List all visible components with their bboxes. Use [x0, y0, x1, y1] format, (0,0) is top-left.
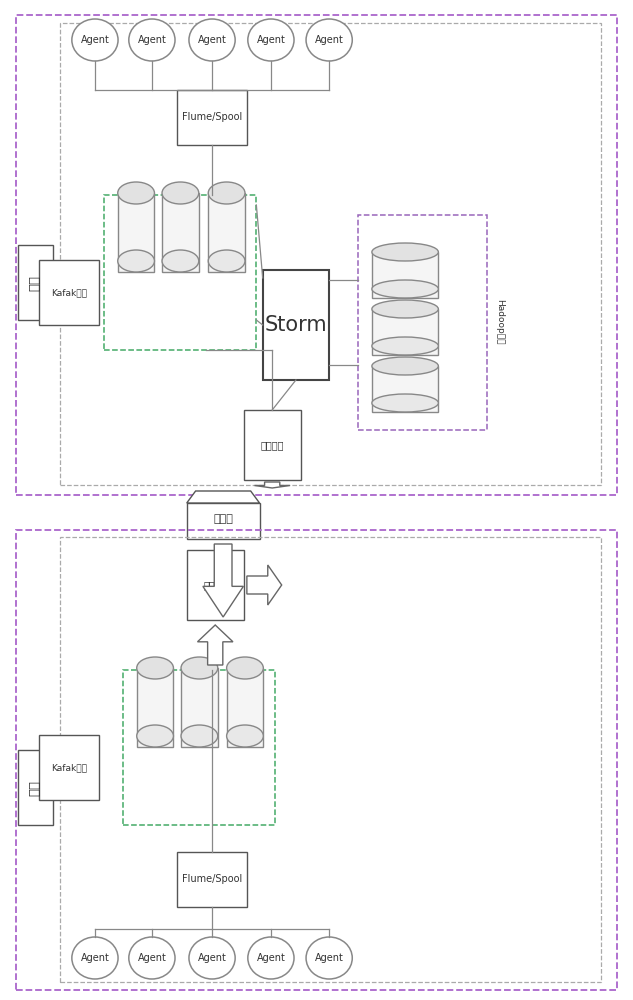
- Ellipse shape: [129, 19, 175, 61]
- Ellipse shape: [306, 19, 352, 61]
- Ellipse shape: [372, 337, 438, 355]
- Bar: [263, 270, 329, 380]
- Bar: [181, 668, 218, 747]
- Text: Agent: Agent: [197, 953, 227, 963]
- Ellipse shape: [248, 19, 294, 61]
- Polygon shape: [203, 544, 243, 617]
- Ellipse shape: [372, 243, 438, 261]
- Text: Flume/Spool: Flume/Spool: [182, 874, 242, 884]
- Ellipse shape: [137, 725, 173, 747]
- Bar: [162, 193, 199, 272]
- Text: 磁盘系统: 磁盘系统: [203, 580, 227, 590]
- Polygon shape: [254, 482, 290, 488]
- Ellipse shape: [227, 657, 263, 679]
- Polygon shape: [187, 491, 260, 503]
- Bar: [123, 670, 275, 825]
- Text: Storm: Storm: [265, 315, 327, 335]
- Bar: [177, 852, 247, 907]
- Ellipse shape: [189, 937, 235, 979]
- Ellipse shape: [306, 937, 352, 979]
- Bar: [358, 215, 487, 430]
- Bar: [60, 537, 601, 982]
- Text: Agent: Agent: [315, 35, 344, 45]
- Bar: [372, 309, 438, 355]
- Text: 内网: 内网: [28, 275, 41, 291]
- Ellipse shape: [372, 280, 438, 298]
- Ellipse shape: [118, 182, 154, 204]
- Bar: [16, 530, 617, 990]
- Bar: [18, 245, 53, 320]
- Text: Flume/Spool: Flume/Spool: [182, 112, 242, 122]
- Text: Kafak集群: Kafak集群: [51, 763, 87, 772]
- Ellipse shape: [162, 250, 199, 272]
- Bar: [39, 260, 99, 325]
- Bar: [187, 503, 260, 539]
- Ellipse shape: [181, 725, 218, 747]
- Ellipse shape: [162, 182, 199, 204]
- Ellipse shape: [181, 657, 218, 679]
- Bar: [208, 193, 245, 272]
- Text: Agent: Agent: [137, 35, 166, 45]
- Bar: [187, 550, 244, 620]
- Bar: [39, 735, 99, 800]
- Ellipse shape: [118, 250, 154, 272]
- Bar: [177, 90, 247, 145]
- Text: 防火墙: 防火墙: [213, 514, 233, 524]
- Text: 外网: 外网: [28, 780, 41, 796]
- Bar: [244, 410, 301, 480]
- Bar: [372, 252, 438, 298]
- Ellipse shape: [72, 937, 118, 979]
- Text: Hadoop集群: Hadoop集群: [496, 299, 505, 345]
- Polygon shape: [197, 625, 233, 665]
- Ellipse shape: [372, 300, 438, 318]
- Text: Agent: Agent: [197, 35, 227, 45]
- Bar: [104, 195, 256, 350]
- Ellipse shape: [227, 725, 263, 747]
- Bar: [16, 15, 617, 495]
- Bar: [118, 193, 154, 272]
- Text: Agent: Agent: [315, 953, 344, 963]
- Ellipse shape: [372, 394, 438, 412]
- Ellipse shape: [208, 182, 245, 204]
- Text: Agent: Agent: [80, 35, 110, 45]
- Bar: [18, 750, 53, 825]
- Ellipse shape: [189, 19, 235, 61]
- Ellipse shape: [208, 250, 245, 272]
- Text: Agent: Agent: [80, 953, 110, 963]
- Polygon shape: [247, 565, 282, 605]
- Text: Agent: Agent: [137, 953, 166, 963]
- Bar: [227, 668, 263, 747]
- Ellipse shape: [248, 937, 294, 979]
- Text: Agent: Agent: [256, 953, 285, 963]
- Bar: [372, 366, 438, 412]
- Ellipse shape: [129, 937, 175, 979]
- Text: Agent: Agent: [256, 35, 285, 45]
- Ellipse shape: [72, 19, 118, 61]
- Ellipse shape: [372, 357, 438, 375]
- Text: 磁盘系统: 磁盘系统: [260, 440, 284, 450]
- Bar: [137, 668, 173, 747]
- Text: Kafak集群: Kafak集群: [51, 288, 87, 297]
- Ellipse shape: [137, 657, 173, 679]
- Bar: [60, 23, 601, 485]
